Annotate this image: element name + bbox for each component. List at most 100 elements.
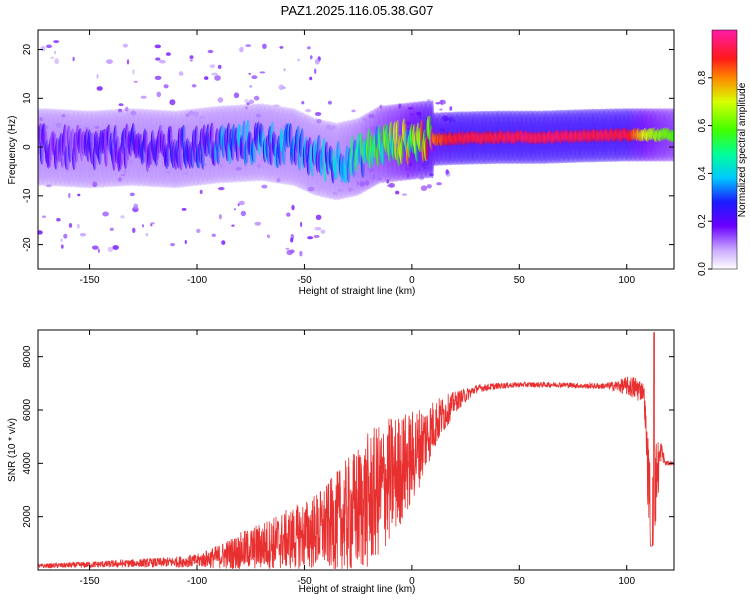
spectrogram-cell xyxy=(54,50,56,55)
spectrogram-cell xyxy=(313,234,320,239)
spectrogram-cell xyxy=(307,46,311,50)
spectrogram-cell xyxy=(92,245,99,250)
spectrogram-cell xyxy=(107,246,114,253)
spectrogram-cell xyxy=(140,95,147,99)
spectrogram-x-axis-label: Height of straight line (km) xyxy=(299,286,416,297)
spectrogram-cell xyxy=(54,58,59,65)
spectrogram-cell xyxy=(150,223,153,227)
spectrogram-cell xyxy=(96,73,99,79)
spectrogram-cell xyxy=(204,76,209,80)
spectrogram-x-tick-label: -100 xyxy=(187,275,207,286)
spectrogram-cell xyxy=(259,71,266,74)
spectrogram-cell xyxy=(248,99,255,105)
spectrogram-cell xyxy=(251,75,258,80)
spectrogram-cell xyxy=(112,245,119,250)
spectrogram-cell xyxy=(221,240,226,245)
snr-y-tick-label: 2000 xyxy=(22,505,33,528)
spectrogram-cell xyxy=(169,99,176,106)
spectrogram-cell xyxy=(150,222,155,225)
spectrogram-cell xyxy=(155,57,161,61)
spectrogram-cell xyxy=(283,68,286,72)
spectrogram-cell xyxy=(253,95,260,101)
spectrogram-cell xyxy=(249,85,253,88)
spectrogram-cell xyxy=(219,214,222,220)
spectrogram-cell xyxy=(435,102,441,105)
spectrogram-cell xyxy=(278,84,284,91)
spectrogram-cell xyxy=(207,49,214,54)
spectrogram-x-tick-label: -50 xyxy=(297,275,312,286)
spectrogram-cell xyxy=(234,208,236,211)
spectrogram-cell xyxy=(178,71,184,76)
snr-axes: -150 -100 -50 0 50 100 2000 4000 6000 8000 xyxy=(22,330,674,587)
spectrogram-cell xyxy=(233,92,240,99)
spectrogram-cell xyxy=(262,43,267,49)
spectrogram-x-tick-label: 100 xyxy=(618,275,635,286)
spectrogram-cell xyxy=(191,84,197,88)
spectrogram-cell xyxy=(120,215,125,219)
spectrogram-cell xyxy=(46,44,52,49)
spectrogram-cell xyxy=(102,211,109,217)
spectrogram-cell xyxy=(282,86,286,90)
spectrogram-cell xyxy=(181,208,187,211)
spectrogram-cell xyxy=(154,44,161,49)
spectrogram-cell xyxy=(217,64,222,69)
spectrogram-cell xyxy=(56,218,61,222)
spectrogram-cell xyxy=(286,212,291,217)
snr-series-line xyxy=(38,332,674,570)
snr-y-tick-label: 6000 xyxy=(22,398,33,421)
figure-title: PAZ1.2025.116.05.38.G07 xyxy=(281,3,434,18)
spectrogram-cell xyxy=(40,45,46,52)
spectrogram-cell xyxy=(184,240,187,244)
spectrogram-y-tick-label: 0 xyxy=(22,144,33,150)
spectrogram-cell xyxy=(77,193,81,197)
spectrogram-cell xyxy=(96,86,103,91)
spectrogram-cell xyxy=(231,224,235,227)
spectrogram-cell xyxy=(254,221,262,226)
spectrogram-cell xyxy=(300,221,303,228)
spectrogram-cell xyxy=(126,59,130,65)
spectrogram-cell xyxy=(449,106,453,111)
spectrogram-cell xyxy=(309,76,313,81)
spectrogram-cell xyxy=(267,234,270,239)
spectrogram-cell xyxy=(72,56,75,62)
spectrogram-cell xyxy=(189,59,193,62)
spectrogram-cell xyxy=(388,182,396,188)
spectrogram-cell xyxy=(165,52,171,56)
spectrogram-cell xyxy=(307,236,314,240)
snr-x-tick-label: 0 xyxy=(409,576,415,587)
spectrogram-cell xyxy=(53,40,60,44)
spectrogram-cell xyxy=(320,229,326,234)
spectrogram-cell xyxy=(211,72,218,76)
snr-frame xyxy=(37,329,675,571)
spectrogram-cell xyxy=(60,244,64,249)
spectrogram-x-tick-label: 0 xyxy=(409,275,415,286)
spectrogram-cell xyxy=(42,215,46,218)
spectrogram-cell xyxy=(285,247,290,250)
spectrogram-cell xyxy=(436,182,442,186)
spectrogram-cell xyxy=(248,72,251,75)
spectrogram-x-tick-label: -150 xyxy=(80,275,100,286)
spectrogram-cell xyxy=(218,187,225,191)
spectrogram-cell xyxy=(106,59,113,64)
colorbar-label: Normalized spectral amplitude xyxy=(737,82,748,217)
spectrogram-cell xyxy=(214,75,221,81)
spectrogram-cell xyxy=(314,112,322,116)
spectrogram-cell xyxy=(170,243,176,247)
spectrogram-cell xyxy=(122,43,128,48)
spectrogram-cell xyxy=(199,189,203,195)
spectrogram-cell xyxy=(314,226,322,231)
spectrogram-y-axis-label: Frequency (Hz) xyxy=(7,116,18,185)
colorbar-ticks: 0.0 0.2 0.4 0.6 0.8 xyxy=(697,70,712,276)
spectrogram-cell xyxy=(244,99,249,103)
spectrogram-cell xyxy=(97,248,100,254)
spectrogram-cell xyxy=(159,59,166,64)
spectrogram-cell xyxy=(77,223,80,229)
spectrogram-cell xyxy=(261,184,268,189)
spectrogram-cell xyxy=(240,210,247,217)
spectrogram-cell xyxy=(109,227,114,231)
snr-y-axis-label: SNR (10 * v/v) xyxy=(7,418,18,482)
spectrogram-cell xyxy=(671,130,674,143)
